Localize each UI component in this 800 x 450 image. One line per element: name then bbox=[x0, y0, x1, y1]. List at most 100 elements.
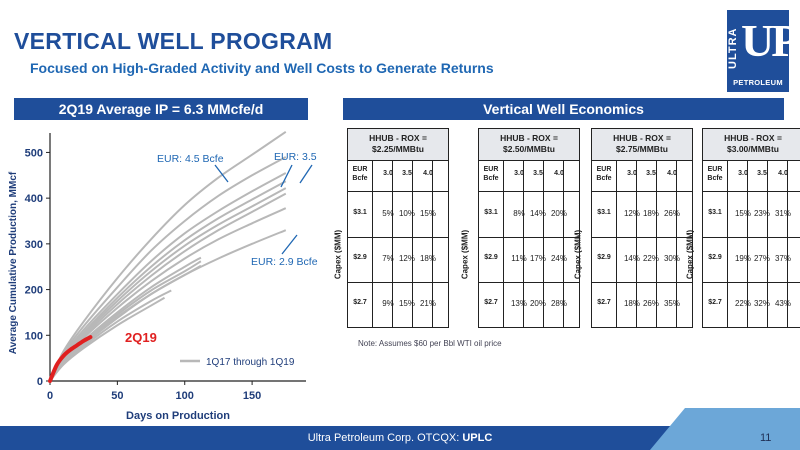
irr-value: 22% bbox=[642, 254, 659, 263]
table-grid-line bbox=[372, 161, 373, 327]
irr-value: 10% bbox=[398, 209, 415, 218]
irr-eur-header-row: EUR Bcfe 3.0 3.5 4.0 bbox=[703, 161, 800, 192]
eur-value: 3.0 bbox=[738, 170, 748, 177]
irr-table-header: HHUB - ROX = $2.25/MMBtu bbox=[348, 129, 448, 161]
history-well-line bbox=[49, 131, 287, 382]
irr-value: 12% bbox=[623, 209, 640, 218]
eur-label: EUR Bcfe bbox=[483, 166, 499, 182]
eur-value: 3.5 bbox=[646, 170, 656, 177]
table-grid-line bbox=[727, 161, 728, 327]
table-grid-line bbox=[432, 161, 433, 327]
irr-table-row: $2.9 11% 17% 24% bbox=[479, 237, 579, 283]
capex-axis-label: Capex ($MM) bbox=[460, 194, 472, 324]
legend-label: 1Q17 through 1Q19 bbox=[206, 357, 295, 368]
y-tick-label: 300 bbox=[25, 239, 43, 251]
table-grid-line bbox=[747, 161, 748, 327]
eur-value: 3.0 bbox=[514, 170, 524, 177]
irr-value: 17% bbox=[529, 254, 546, 263]
capex-axis-label: Capex ($MM) bbox=[333, 194, 345, 324]
x-tick-label: 0 bbox=[47, 390, 53, 402]
capex-value: $2.7 bbox=[597, 299, 611, 306]
irr-value: 30% bbox=[663, 254, 680, 263]
history-well-line bbox=[49, 156, 287, 382]
table-grid-line bbox=[636, 161, 637, 327]
y-tick-label: 400 bbox=[25, 193, 43, 205]
eur-value: 4.0 bbox=[423, 170, 433, 177]
table-grid-line bbox=[656, 161, 657, 327]
y-tick-label: 100 bbox=[25, 330, 43, 342]
irr-table-row: $3.1 12% 18% 26% bbox=[592, 192, 692, 238]
history-well-line bbox=[49, 296, 166, 382]
irr-table-row: $2.9 14% 22% 30% bbox=[592, 237, 692, 283]
irr-table: HHUB - ROX = $2.75/MMBtu EUR Bcfe 3.0 3.5 4.… bbox=[591, 128, 693, 328]
irr-table-header: HHUB - ROX = $3.00/MMBtu bbox=[703, 129, 800, 161]
page-title: VERTICAL WELL PROGRAM bbox=[14, 28, 333, 54]
irr-eur-header-row: EUR Bcfe 3.0 3.5 4.0 bbox=[348, 161, 448, 192]
irr-value: 20% bbox=[529, 299, 546, 308]
eur-value: 4.0 bbox=[554, 170, 564, 177]
irr-value: 35% bbox=[663, 299, 680, 308]
page-subtitle: Focused on High-Graded Activity and Well… bbox=[30, 60, 494, 76]
irr-table-row: $3.1 5% 10% 15% bbox=[348, 192, 448, 238]
eur-value: 4.0 bbox=[667, 170, 677, 177]
y-tick-label: 500 bbox=[25, 147, 43, 159]
highlight-2q19-line bbox=[48, 335, 93, 383]
capex-value: $2.9 bbox=[484, 254, 498, 261]
irr-value: 26% bbox=[663, 209, 680, 218]
x-axis-title: Days on Production bbox=[126, 410, 230, 422]
x-tick-label: 100 bbox=[176, 390, 194, 402]
capex-value: $2.9 bbox=[708, 254, 722, 261]
capex-axis-label: Capex ($MM) bbox=[685, 194, 697, 324]
eur-label: EUR Bcfe bbox=[707, 166, 723, 182]
logo-petroleum-text: PETROLEUM bbox=[733, 78, 783, 87]
irr-value: 23% bbox=[753, 209, 770, 218]
irr-value: 15% bbox=[398, 299, 415, 308]
company-logo: ULTRA UP PETROLEUM bbox=[727, 10, 799, 92]
capex-label-text: Capex ($MM) bbox=[460, 229, 470, 280]
table-grid-line bbox=[392, 161, 393, 327]
irr-table: HHUB - ROX = $2.25/MMBtu EUR Bcfe 3.0 3.5 4.… bbox=[347, 128, 449, 328]
irr-value: 13% bbox=[510, 299, 527, 308]
irr-value: 18% bbox=[642, 209, 659, 218]
eur-value: 3.5 bbox=[533, 170, 543, 177]
history-well-line bbox=[49, 172, 287, 382]
footer-ticker: UPLC bbox=[462, 432, 493, 444]
irr-eur-header-row: EUR Bcfe 3.0 3.5 4.0 bbox=[479, 161, 579, 192]
economics-note: Note: Assumes $60 per Bbl WTI oil price bbox=[358, 339, 502, 348]
irr-value: 14% bbox=[623, 254, 640, 263]
irr-value: 37% bbox=[774, 254, 791, 263]
irr-value: 7% bbox=[382, 254, 394, 263]
annotation-arrow bbox=[280, 164, 293, 188]
irr-value: 9% bbox=[382, 299, 394, 308]
irr-table-row: $2.7 9% 15% 21% bbox=[348, 282, 448, 327]
irr-value: 8% bbox=[513, 209, 525, 218]
irr-value: 12% bbox=[398, 254, 415, 263]
capex-value: $2.9 bbox=[597, 254, 611, 261]
eur-value: 3.5 bbox=[402, 170, 412, 177]
irr-table-row: $2.7 18% 26% 35% bbox=[592, 282, 692, 327]
capex-axis-label: Capex ($MM) bbox=[573, 194, 585, 324]
y-tick-label: 200 bbox=[25, 285, 43, 297]
irr-value: 21% bbox=[419, 299, 436, 308]
annotation-eur-2-9: EUR: 2.9 Bcfe bbox=[251, 256, 318, 268]
irr-value: 18% bbox=[419, 254, 436, 263]
irr-table-row: $2.9 19% 27% 37% bbox=[703, 237, 800, 283]
annotation-arrow bbox=[214, 164, 229, 183]
logo-up-text: UP bbox=[741, 15, 799, 66]
eur-value: 3.0 bbox=[627, 170, 637, 177]
irr-value: 14% bbox=[529, 209, 546, 218]
eur-label: EUR Bcfe bbox=[596, 166, 612, 182]
irr-value: 32% bbox=[753, 299, 770, 308]
capex-value: $2.7 bbox=[708, 299, 722, 306]
right-panel-heading: Vertical Well Economics bbox=[343, 98, 784, 120]
capex-value: $3.1 bbox=[484, 209, 498, 216]
irr-table-row: $3.1 8% 14% 20% bbox=[479, 192, 579, 238]
table-grid-line bbox=[787, 161, 788, 327]
capex-value: $3.1 bbox=[597, 209, 611, 216]
irr-table: HHUB - ROX = $2.50/MMBtu EUR Bcfe 3.0 3.5 4.… bbox=[478, 128, 580, 328]
irr-value: 20% bbox=[550, 209, 567, 218]
irr-value: 15% bbox=[419, 209, 436, 218]
irr-value: 5% bbox=[382, 209, 394, 218]
irr-table: HHUB - ROX = $3.00/MMBtu EUR Bcfe 3.0 3.5 4.… bbox=[702, 128, 800, 328]
history-well-line bbox=[49, 207, 287, 382]
